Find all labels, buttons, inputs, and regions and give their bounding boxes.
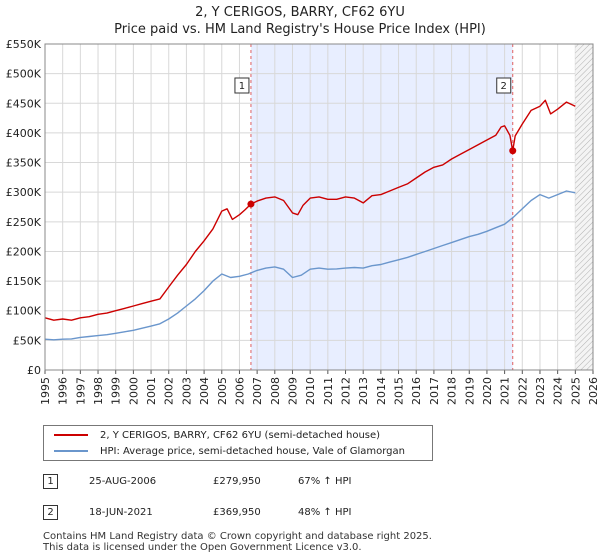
x-tick-label: 2014: [375, 377, 388, 405]
ownership-shading: [250, 44, 513, 370]
x-tick-label: 2021: [499, 377, 512, 405]
x-tick-label: 2010: [304, 377, 317, 405]
x-tick-label: 2001: [145, 377, 158, 405]
annotation-hpi: 48% ↑ HPI: [298, 507, 352, 518]
y-tick-label: £50K: [13, 334, 42, 347]
y-tick-label: £500K: [6, 68, 42, 81]
forecast-hatch: [575, 44, 593, 370]
x-tick-label: 1997: [74, 377, 87, 405]
chart-title-block: 2, Y CERIGOS, BARRY, CF62 6YU Price paid…: [0, 4, 600, 38]
x-tick-label: 2006: [233, 377, 246, 405]
x-tick-label: 2020: [481, 377, 494, 405]
annotation-price: £279,950: [213, 476, 261, 487]
legend-label: 2, Y CERIGOS, BARRY, CF62 6YU (semi-deta…: [100, 430, 381, 441]
x-tick-label: 1998: [92, 377, 105, 405]
footer: Contains HM Land Registry data © Crown c…: [43, 531, 432, 553]
x-tick-label: 2015: [393, 377, 406, 405]
legend-label: HPI: Average price, semi-detached house,…: [100, 446, 405, 457]
sale-point: [247, 200, 255, 208]
x-tick-label: 2013: [357, 377, 370, 405]
y-tick-label: £300K: [6, 186, 42, 199]
x-tick-label: 2025: [569, 377, 582, 405]
annotation-hpi: 67% ↑ HPI: [298, 476, 352, 487]
x-tick-label: 2007: [251, 377, 264, 405]
sale-label: 1: [239, 81, 245, 92]
x-tick-label: 2026: [587, 377, 600, 405]
y-tick-label: £0: [27, 364, 41, 377]
x-tick-label: 2005: [216, 377, 229, 405]
y-tick-label: £250K: [6, 216, 42, 229]
x-tick-label: 2009: [286, 377, 299, 405]
legend-swatch-red: [54, 434, 88, 436]
y-tick-label: £350K: [6, 157, 42, 170]
x-tick-label: 1996: [57, 377, 70, 405]
x-tick-label: 2024: [552, 377, 565, 405]
legend-item-property: 2, Y CERIGOS, BARRY, CF62 6YU (semi-deta…: [54, 430, 380, 444]
chart-title: 2, Y CERIGOS, BARRY, CF62 6YU: [195, 5, 405, 20]
y-tick-label: £100K: [6, 305, 42, 318]
x-tick-label: 2003: [180, 377, 193, 405]
series-line: [44, 99, 576, 321]
legend: 2, Y CERIGOS, BARRY, CF62 6YU (semi-deta…: [43, 425, 433, 461]
x-tick-label: 2002: [163, 377, 176, 405]
y-tick-label: £450K: [6, 97, 42, 110]
x-tick-label: 1999: [110, 377, 123, 405]
annotation-date: 25-AUG-2006: [89, 476, 157, 487]
x-tick-label: 2016: [410, 377, 423, 405]
x-tick-label: 2023: [534, 377, 547, 405]
y-tick-label: £150K: [6, 275, 42, 288]
plot-border: [44, 43, 594, 371]
axes: £0 £50K £100K £150K £200K £250K £300K £350K £400…: [6, 38, 600, 405]
annotation-number: 2: [43, 505, 58, 520]
x-tick-label: 2000: [127, 377, 140, 405]
x-tick-label: 1995: [39, 377, 52, 405]
sale-label-box: [496, 77, 512, 94]
x-tick-label: 2004: [198, 377, 211, 405]
x-tick-label: 2008: [269, 377, 282, 405]
y-tick-label: £200K: [6, 245, 42, 258]
annotation-price: £369,950: [213, 507, 261, 518]
series-lines: [44, 99, 576, 341]
x-tick-label: 2018: [446, 377, 459, 405]
chart-subtitle: Price paid vs. HM Land Registry's House …: [114, 22, 486, 37]
legend-swatch-blue: [54, 450, 88, 452]
x-tick-label: 2011: [322, 377, 335, 405]
footer-line-2: This data is licensed under the Open Gov…: [43, 542, 362, 553]
y-tick-label: £400K: [6, 127, 42, 140]
series-line: [44, 190, 576, 341]
sale-label-box: [234, 77, 250, 94]
x-tick-label: 2012: [340, 377, 353, 405]
x-tick-label: 2019: [463, 377, 476, 405]
y-tick-label: £550K: [6, 38, 42, 51]
sale-point: [509, 147, 517, 155]
annotation-date: 18-JUN-2021: [89, 507, 153, 518]
x-tick-label: 2022: [516, 377, 529, 405]
sale-label: 2: [501, 81, 507, 92]
annotation-number: 1: [43, 474, 58, 489]
legend-item-hpi: HPI: Average price, semi-detached house,…: [54, 446, 405, 460]
x-tick-label: 2017: [428, 377, 441, 405]
footer-line-1: Contains HM Land Registry data © Crown c…: [43, 531, 432, 542]
